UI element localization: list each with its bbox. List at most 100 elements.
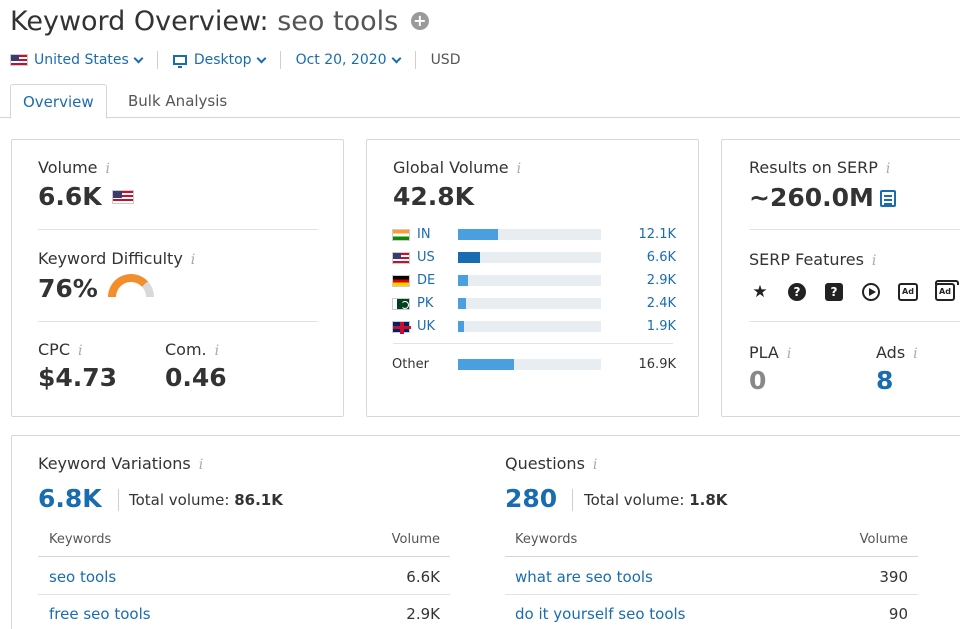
volume-bar-track — [458, 229, 601, 240]
results-on-serp-value: ~260.0M — [749, 183, 896, 212]
country-selector[interactable]: United States — [10, 52, 144, 68]
divider — [38, 556, 450, 557]
us-flag-icon — [10, 54, 28, 66]
volume-bar-fill — [458, 359, 514, 370]
info-icon[interactable]: i — [592, 457, 598, 473]
play-icon[interactable] — [860, 282, 882, 302]
country-volume: 2.9K — [646, 273, 676, 288]
column-header-volume: Volume — [859, 532, 908, 547]
ads-label: Ads i — [876, 343, 918, 362]
volume-bar-fill — [458, 252, 480, 263]
questions-label: Questions i — [505, 454, 598, 473]
pakistan-flag-icon — [392, 298, 410, 310]
volume-value: 6.6K — [38, 182, 134, 211]
title-prefix: Keyword Overview: — [10, 6, 269, 37]
currency-label: USD — [430, 52, 461, 68]
country-volume: 2.4K — [646, 296, 676, 311]
keyword-difficulty-label: Keyword Difficulty i — [38, 249, 196, 268]
country-label: United States — [34, 52, 129, 68]
us-flag-icon — [111, 190, 134, 204]
column-header-volume: Volume — [391, 532, 440, 547]
divider — [156, 51, 158, 69]
serp-card: Results on SERP i ~260.0M SERP Features i … — [721, 139, 960, 417]
results-on-serp-label: Results on SERP i — [749, 158, 891, 177]
plus-circle-icon[interactable]: + — [410, 12, 429, 30]
divider — [38, 229, 318, 230]
country-row[interactable]: IN 12.1K — [392, 227, 682, 242]
variations-questions-card: Keyword Variations i 6.8K Total volume: 8… — [11, 435, 960, 629]
question-volume: 390 — [879, 568, 908, 586]
volume-bar-track — [458, 252, 601, 263]
info-icon[interactable]: i — [214, 343, 220, 359]
other-label: Other — [392, 357, 429, 372]
keyword-volume: 2.9K — [406, 605, 440, 623]
info-icon[interactable]: i — [871, 253, 877, 269]
info-icon[interactable]: i — [885, 161, 891, 177]
divider — [749, 321, 960, 322]
divider — [505, 556, 918, 557]
questions-count[interactable]: 280 — [505, 484, 558, 513]
info-icon[interactable]: i — [78, 343, 83, 359]
info-icon[interactable]: i — [516, 161, 522, 177]
volume-bar-track — [458, 321, 601, 332]
chevron-down-icon — [256, 53, 267, 63]
tab-bulk-analysis[interactable]: Bulk Analysis — [128, 92, 228, 110]
us-flag-icon — [392, 252, 410, 264]
country-row[interactable]: UK 1.9K — [392, 319, 682, 334]
info-icon[interactable]: i — [786, 346, 792, 362]
divider — [118, 489, 119, 511]
ads-value[interactable]: 8 — [876, 366, 894, 395]
info-icon[interactable]: i — [105, 161, 110, 177]
tab-bar: Overview Bulk Analysis — [0, 84, 960, 119]
serp-snapshot-icon[interactable] — [879, 190, 896, 207]
ad-icon[interactable]: Ad — [897, 282, 919, 302]
divider — [38, 321, 318, 322]
keyword-link[interactable]: seo tools — [49, 568, 117, 586]
country-row[interactable]: PK 2.4K — [392, 296, 682, 311]
divider — [393, 343, 673, 344]
tab-overview[interactable]: Overview — [10, 84, 107, 119]
divider — [414, 51, 416, 69]
volume-bar-fill — [458, 298, 466, 309]
india-flag-icon — [392, 229, 410, 241]
global-volume-card: Global Volume i 42.8K IN 12.1K US 6.6K DE… — [366, 139, 699, 417]
volume-bar-fill — [458, 275, 468, 286]
country-code: DE — [417, 273, 436, 288]
date-selector[interactable]: Oct 20, 2020 — [296, 52, 402, 68]
column-header-keywords: Keywords — [49, 532, 112, 547]
country-volume: 6.6K — [646, 250, 676, 265]
question-circle-icon[interactable]: ? — [786, 282, 808, 302]
keyword-variations-count[interactable]: 6.8K — [38, 484, 102, 513]
question-box-icon[interactable]: ? — [823, 282, 845, 302]
title-keyword: seo tools — [277, 6, 399, 37]
divider — [572, 489, 573, 511]
germany-flag-icon — [392, 275, 410, 287]
country-volume: 1.9K — [646, 319, 676, 334]
global-volume-value: 42.8K — [393, 182, 475, 211]
uk-flag-icon — [392, 321, 411, 334]
info-icon[interactable]: i — [913, 346, 918, 362]
volume-bar-fill — [458, 321, 464, 332]
question-link[interactable]: what are seo tools — [515, 568, 653, 586]
country-code: UK — [417, 319, 436, 334]
question-link[interactable]: do it yourself seo tools — [515, 605, 686, 623]
country-code: IN — [417, 227, 431, 242]
serp-features-list: ★ ? ? Ad Ad — [749, 280, 959, 302]
country-row[interactable]: US 6.6K — [392, 250, 682, 265]
ad-stack-icon[interactable]: Ad — [934, 280, 959, 302]
keyword-link[interactable]: free seo tools — [49, 605, 151, 623]
device-selector[interactable]: Desktop — [172, 52, 267, 68]
country-code: US — [417, 250, 435, 265]
star-icon[interactable]: ★ — [752, 282, 768, 302]
keyword-volume: 6.6K — [406, 568, 440, 586]
country-row[interactable]: DE 2.9K — [392, 273, 682, 288]
info-icon[interactable]: i — [190, 252, 196, 268]
page-title: Keyword Overview: seo tools + — [10, 6, 429, 37]
country-volume: 12.1K — [638, 227, 676, 242]
keyword-difficulty-value: 76% — [38, 274, 154, 303]
cpc-value: $4.73 — [38, 363, 118, 392]
volume-bar-track — [458, 298, 601, 309]
info-icon[interactable]: i — [198, 457, 204, 473]
questions-total-volume: Total volume: 1.8K — [584, 491, 728, 509]
divider — [749, 229, 960, 230]
